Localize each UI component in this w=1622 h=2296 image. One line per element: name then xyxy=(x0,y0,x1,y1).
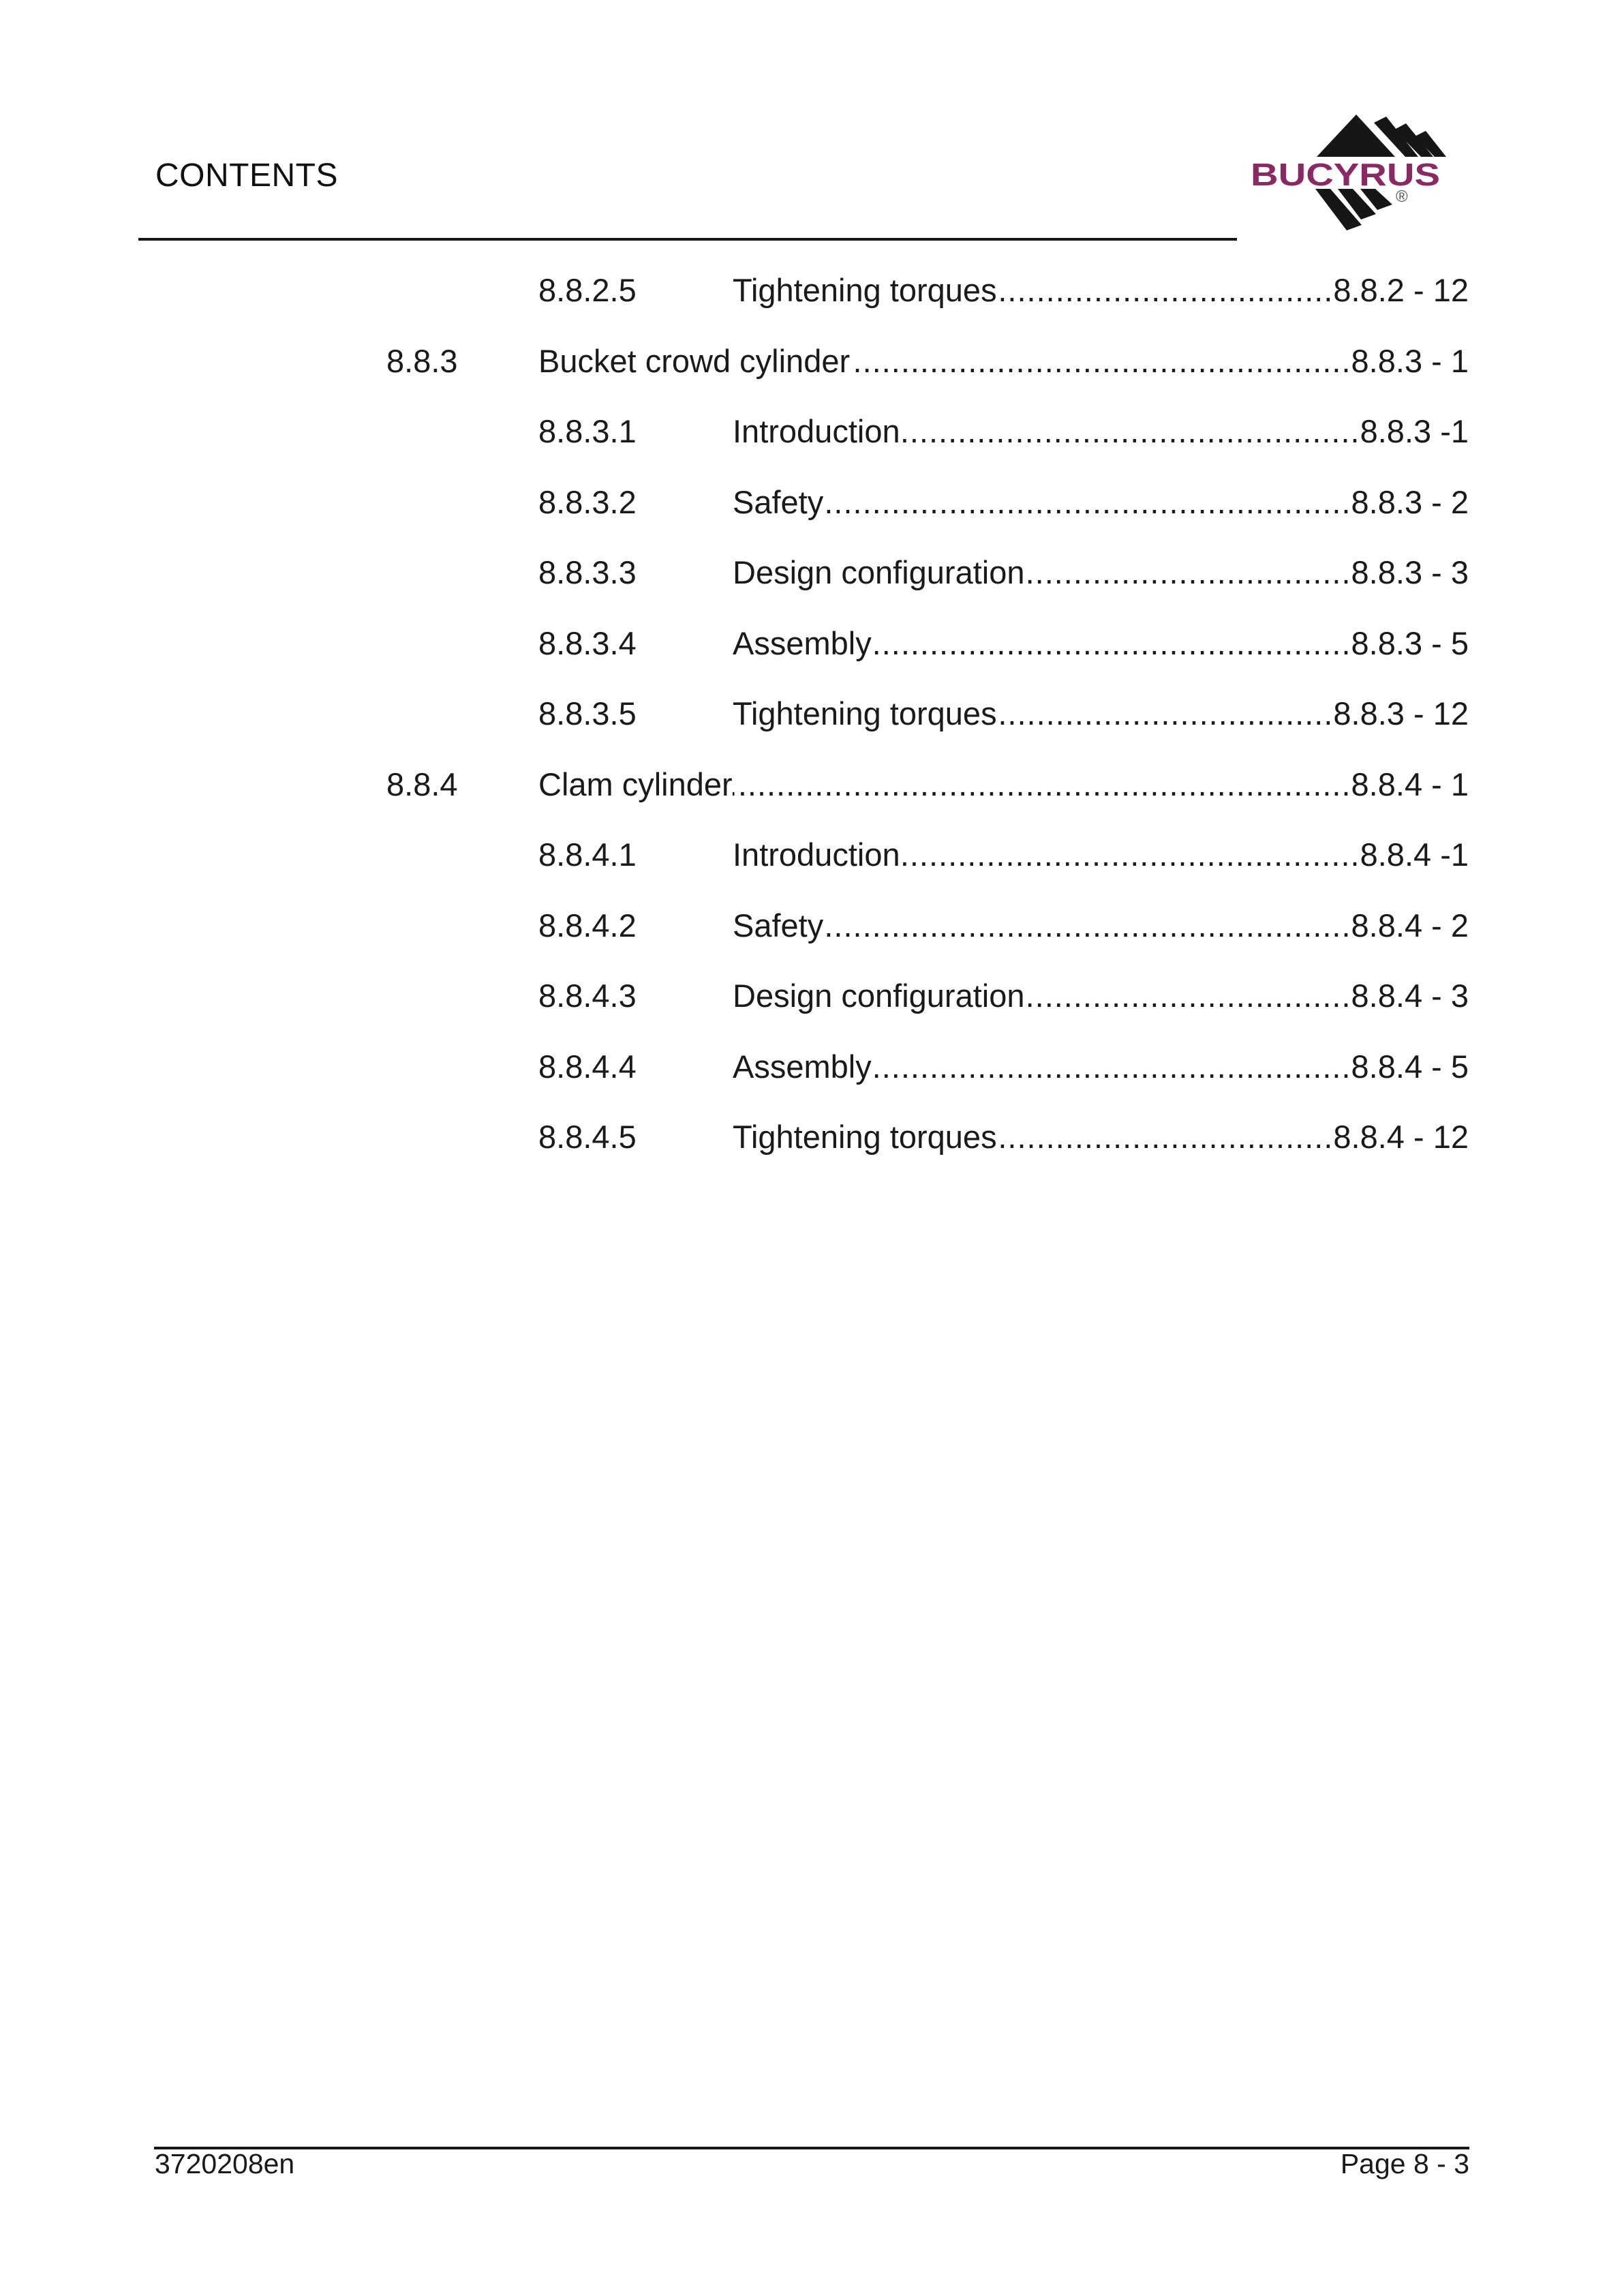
toc-entry: 8.8.4 Clam cylinder ....................… xyxy=(386,768,1469,839)
toc-entry-number: 8.8.3.3 xyxy=(538,554,637,590)
toc-entry-pageref: 8.8.4 - 3 xyxy=(1351,978,1469,1014)
toc-entry-pageref: 8.8.4 - 12 xyxy=(1333,1119,1469,1155)
toc-leader-dots: ........................................… xyxy=(900,415,1360,447)
footer: 3720208en Page 8 - 3 xyxy=(155,2149,1469,2179)
toc-entry-number: 8.8.3.4 xyxy=(538,624,637,661)
toc-entry-pageref: 8.8.3 - 2 xyxy=(1351,483,1469,520)
toc-entry-pageref: 8.8.3 - 3 xyxy=(1351,554,1469,590)
toc-entry-number: 8.8.3.1 xyxy=(538,413,637,449)
page-title: CONTENTS xyxy=(155,157,338,194)
toc-entry: 8.8.4.2 Safety .........................… xyxy=(386,909,1469,980)
toc-entry: 8.8.3.5 Tightening torques .............… xyxy=(386,697,1469,768)
toc-entry-title: Design configuration xyxy=(733,554,1025,590)
toc-entry-number: 8.8.4.4 xyxy=(538,1048,637,1085)
toc-entry-pageref: 8.8.4 -1 xyxy=(1360,836,1469,873)
toc-entry-title: Tightening torques xyxy=(733,695,997,731)
bucyrus-logo: BUCYRUS ® xyxy=(1246,110,1450,237)
toc-entry-title: Assembly xyxy=(733,624,872,661)
logo-mountain-icon xyxy=(1317,115,1395,157)
toc-entry-pageref: 8.8.4 - 5 xyxy=(1351,1048,1469,1085)
toc-entry-number: 8.8.4.3 xyxy=(538,978,637,1014)
toc-leader-dots: ........................................… xyxy=(997,697,1334,729)
toc-leader-dots: ........................................… xyxy=(1025,556,1351,588)
toc-entry-pageref: 8.8.3 -1 xyxy=(1360,413,1469,449)
toc-entry-pageref: 8.8.2 - 12 xyxy=(1333,272,1469,308)
logo-upper-stripe-icon xyxy=(1374,117,1418,157)
toc: 8.8.2.5 Tightening torques .............… xyxy=(386,274,1469,1192)
toc-entry-number: 8.8.2.5 xyxy=(538,272,637,308)
toc-entry-title: Safety xyxy=(733,907,824,943)
toc-entry-title: Safety xyxy=(733,483,824,520)
toc-leader-dots: ........................................… xyxy=(823,485,1351,518)
toc-entry-pageref: 8.8.3 - 12 xyxy=(1333,695,1469,731)
bucyrus-logo-icon: BUCYRUS ® xyxy=(1251,115,1446,230)
registered-trademark-icon: ® xyxy=(1396,187,1408,206)
toc-entry-title: Tightening torques xyxy=(733,1119,997,1155)
toc-leader-dots: ........................................… xyxy=(997,1121,1334,1153)
toc-entry: 8.8.3.2 Safety .........................… xyxy=(386,486,1469,557)
toc-entry-title: Introduction xyxy=(733,413,900,449)
toc-leader-dots: ........................................… xyxy=(732,768,1351,800)
toc-entry-title: Design configuration xyxy=(733,978,1025,1014)
logo-lower-stripe-icon xyxy=(1315,189,1362,230)
toc-entry-title: Clam cylinder xyxy=(538,766,733,802)
toc-entry-number: 8.8.4.1 xyxy=(538,836,637,873)
logo-wordmark: BUCYRUS xyxy=(1251,157,1440,192)
toc-entry: 8.8.3.1 Introduction ...................… xyxy=(386,415,1469,486)
toc-entry-title: Tightening torques xyxy=(733,272,997,308)
toc-leader-dots: ........................................… xyxy=(997,274,1334,306)
toc-entry-number: 8.8.4.2 xyxy=(538,907,637,943)
toc-entry: 8.8.2.5 Tightening torques .............… xyxy=(386,274,1469,345)
page-number-label: Page 8 - 3 xyxy=(1340,2148,1469,2179)
toc-leader-dots: ........................................… xyxy=(872,1050,1351,1083)
toc-leader-dots: ........................................… xyxy=(823,909,1351,941)
toc-entry: 8.8.4.4 Assembly .......................… xyxy=(386,1051,1469,1121)
toc-leader-dots: ........................................… xyxy=(850,344,1351,377)
toc-entry-number: 8.8.4 xyxy=(386,766,458,802)
document-number: 3720208en xyxy=(155,2148,295,2179)
header-divider xyxy=(138,238,1237,241)
logo-lower-stripe-icon xyxy=(1360,189,1392,210)
toc-leader-dots: ........................................… xyxy=(900,839,1360,871)
toc-leader-dots: ........................................… xyxy=(1025,980,1351,1012)
toc-entry-pageref: 8.8.4 - 2 xyxy=(1351,907,1469,943)
footer-divider xyxy=(154,2147,1469,2149)
logo-lower-stripe-icon xyxy=(1338,189,1376,220)
toc-entry: 8.8.4.1 Introduction ...................… xyxy=(386,839,1469,909)
toc-entry: 8.8.4.5 Tightening torques .............… xyxy=(386,1121,1469,1192)
toc-leader-dots: ........................................… xyxy=(872,626,1351,659)
toc-entry: 8.8.3 Bucket crowd cylinder ............… xyxy=(386,345,1469,416)
toc-entry: 8.8.3.4 Assembly .......................… xyxy=(386,627,1469,698)
logo-upper-stripe-icon xyxy=(1394,123,1433,157)
toc-entry-title: Bucket crowd cylinder xyxy=(538,342,851,379)
toc-entry-number: 8.8.3.2 xyxy=(538,483,637,520)
toc-entry-pageref: 8.8.3 - 1 xyxy=(1351,342,1469,379)
toc-entry-number: 8.8.4.5 xyxy=(538,1119,637,1155)
toc-entry-number: 8.8.3 xyxy=(386,342,458,379)
toc-entry-title: Introduction xyxy=(733,836,900,873)
toc-entry-pageref: 8.8.3 - 5 xyxy=(1351,624,1469,661)
toc-entry-pageref: 8.8.4 - 1 xyxy=(1351,766,1469,802)
toc-entry-title: Assembly xyxy=(733,1048,872,1085)
logo-upper-stripe-icon xyxy=(1415,131,1446,157)
toc-entry: 8.8.4.3 Design configuration ...........… xyxy=(386,980,1469,1051)
toc-entry: 8.8.3.3 Design configuration ...........… xyxy=(386,556,1469,627)
toc-entry-number: 8.8.3.5 xyxy=(538,695,637,731)
